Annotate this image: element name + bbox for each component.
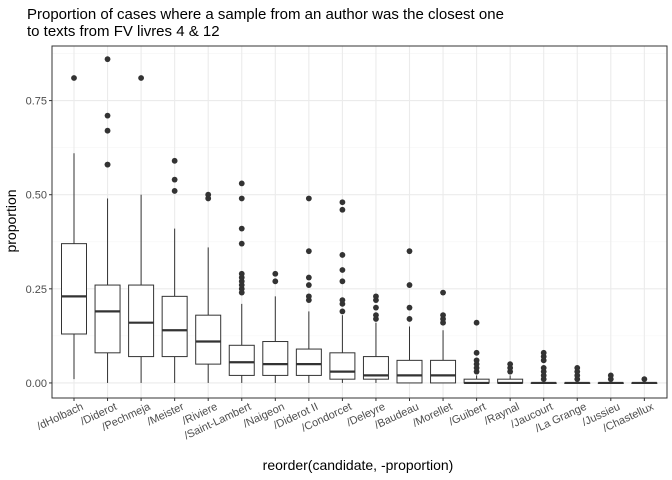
outlier-point xyxy=(104,56,111,63)
chart-title-line-1: Proportion of cases where a sample from … xyxy=(27,6,504,23)
outlier-point xyxy=(406,248,413,255)
outlier-point xyxy=(104,161,111,168)
box xyxy=(430,359,457,384)
outlier-point xyxy=(238,195,245,202)
outlier-point xyxy=(339,199,346,206)
outlier-point xyxy=(305,293,312,300)
outlier-point xyxy=(272,270,279,277)
x-axis-title: reorder(candidate, -proportion) xyxy=(263,457,454,473)
x-tick-label: /Meister xyxy=(145,401,186,429)
box xyxy=(295,348,322,376)
box xyxy=(161,295,188,358)
outlier-point xyxy=(104,112,111,119)
outlier-point xyxy=(406,282,413,288)
outlier-point xyxy=(305,248,312,255)
outlier-point xyxy=(339,206,346,213)
panel-border xyxy=(51,45,668,399)
outlier-point xyxy=(440,312,446,319)
box xyxy=(94,284,121,354)
outlier-point xyxy=(574,364,581,371)
outlier-point xyxy=(473,349,480,356)
box xyxy=(396,359,423,384)
outlier-point xyxy=(473,319,480,326)
y-axis-title: proportion xyxy=(3,189,19,252)
outlier-point xyxy=(339,278,346,285)
outlier-point xyxy=(607,372,614,379)
outlier-point xyxy=(272,278,279,285)
outlier-point xyxy=(373,304,379,311)
outlier-point xyxy=(339,308,346,315)
chart-title-line-2: to texts from FV livres 4 & 12 xyxy=(27,23,220,40)
box xyxy=(61,243,87,335)
box xyxy=(329,352,356,380)
outlier-point xyxy=(507,361,514,368)
box xyxy=(228,344,255,376)
outlier-point xyxy=(373,293,379,300)
outlier-point xyxy=(339,297,346,304)
outlier-point xyxy=(171,188,178,194)
outlier-point xyxy=(641,376,648,383)
outlier-point xyxy=(540,364,547,371)
outlier-point xyxy=(138,75,145,81)
outlier-point xyxy=(71,75,77,81)
outlier-point xyxy=(205,191,212,198)
outlier-point xyxy=(473,357,480,364)
box xyxy=(128,284,155,358)
box xyxy=(262,341,289,376)
y-tick-label: 0.25 xyxy=(26,284,47,296)
outlier-point xyxy=(540,349,547,356)
outlier-point xyxy=(171,176,178,183)
outlier-point xyxy=(406,304,413,311)
outlier-point xyxy=(305,274,312,281)
outlier-point xyxy=(104,127,111,134)
outlier-point xyxy=(238,270,245,277)
outlier-point xyxy=(373,312,379,319)
box xyxy=(195,314,222,365)
y-tick-label: 0.00 xyxy=(26,378,47,390)
plot-area: 0.000.250.500.75/dHolbach/Diderot/Pechme… xyxy=(26,45,668,442)
outlier-point xyxy=(238,240,245,247)
outlier-point xyxy=(238,225,245,232)
outlier-point xyxy=(406,316,413,322)
outlier-point xyxy=(339,252,346,258)
x-tick-label: /Guibert xyxy=(447,401,488,428)
outlier-point xyxy=(305,282,312,288)
outlier-point xyxy=(440,289,446,296)
box xyxy=(362,356,389,380)
outlier-point xyxy=(171,157,178,164)
y-tick-label: 0.75 xyxy=(26,96,47,108)
outlier-point xyxy=(339,267,346,273)
y-tick-label: 0.50 xyxy=(26,190,47,202)
outlier-point xyxy=(238,180,245,187)
outlier-point xyxy=(305,195,312,202)
